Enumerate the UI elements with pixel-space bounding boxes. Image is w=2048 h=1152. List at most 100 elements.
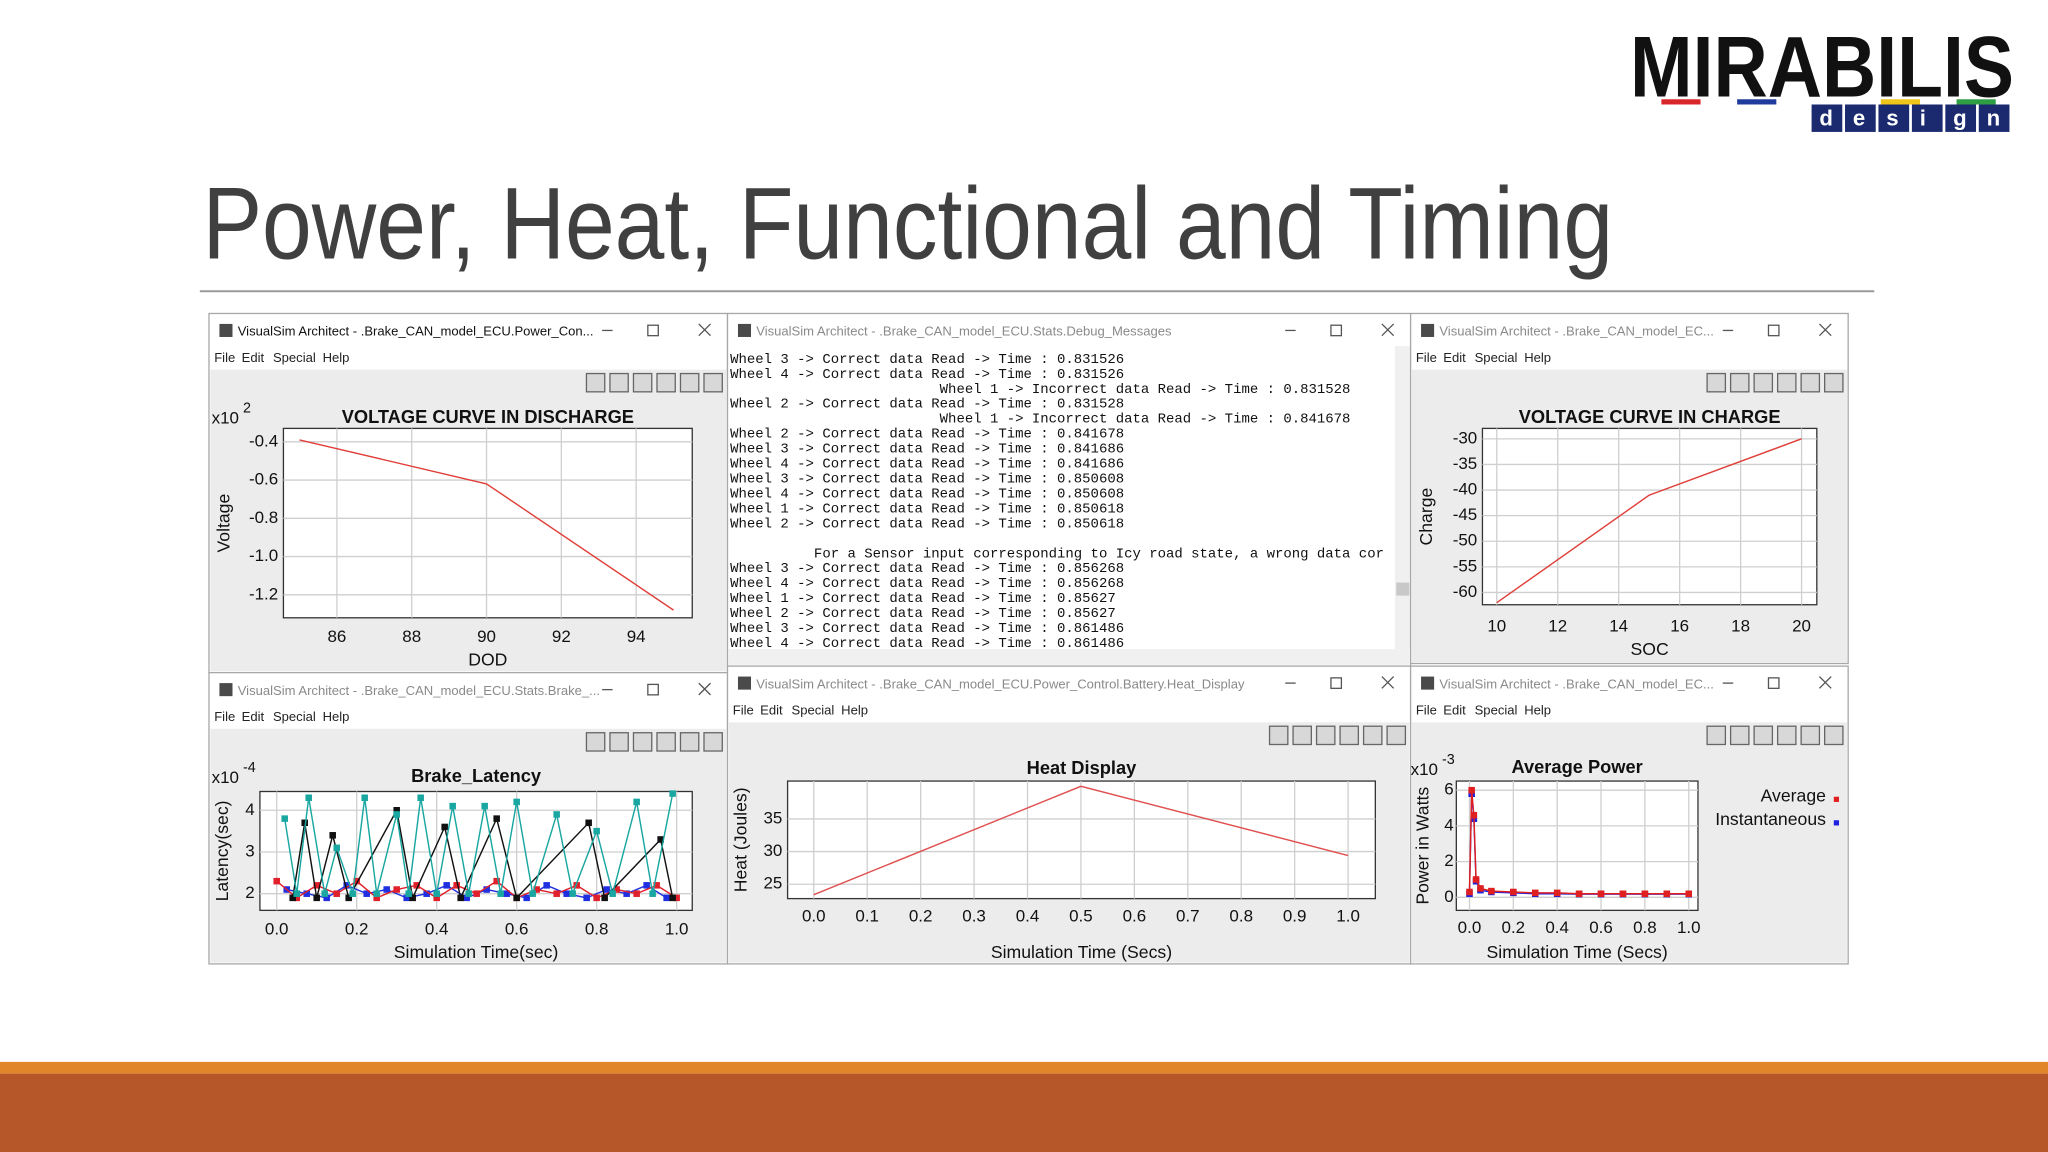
- toolbar-icon: [1706, 372, 1727, 393]
- data-point: [673, 894, 680, 902]
- menu-item: File: [1416, 702, 1437, 717]
- toolbar-icon: [609, 732, 629, 752]
- window-icon: [1421, 323, 1435, 337]
- data-point: [533, 886, 540, 893]
- data-point: [423, 890, 430, 897]
- plot-area: [282, 427, 693, 619]
- console-line: Wheel 4 -> Correct data Read -> Time : 0…: [730, 636, 1124, 652]
- menu-item: Special: [1475, 702, 1518, 717]
- menu-item: Special: [273, 350, 316, 365]
- y-tick-label: 4: [1444, 815, 1453, 834]
- y-axis-label: Heat (Joules): [731, 787, 751, 892]
- x-tick-label: 0.5: [1069, 906, 1093, 925]
- data-point: [393, 807, 400, 814]
- data-point: [513, 894, 520, 902]
- legend-label: Instantaneous: [1715, 809, 1826, 829]
- toolbar-icon: [1386, 725, 1407, 746]
- data-point: [323, 894, 330, 902]
- toolbar-icon: [703, 732, 723, 752]
- data-point: [1597, 890, 1605, 898]
- chart: 86 88 90 92 94 -0.4 -0.6 -0.8 -1.0 -1.2 VOLTAGE CU…: [212, 401, 693, 670]
- x-tick-label: 16: [1670, 616, 1689, 635]
- menu-item: Help: [1524, 350, 1551, 365]
- data-point: [585, 819, 592, 827]
- data-point: [1470, 811, 1478, 819]
- logo-box: [1978, 104, 2010, 132]
- x-axis-label: Simulation Time (Secs): [991, 942, 1172, 962]
- y-tick-label: -55: [1453, 556, 1478, 575]
- chart-title: VOLTAGE CURVE IN CHARGE: [1519, 406, 1781, 427]
- x-tick-label: 10: [1487, 616, 1506, 635]
- x-tick-label: 0.9: [1283, 906, 1307, 925]
- data-point: [443, 882, 450, 889]
- series-line: [1496, 438, 1802, 604]
- toolbar-icon: [1753, 372, 1774, 393]
- data-point: [321, 890, 328, 897]
- x-tick-label: 92: [552, 627, 571, 646]
- footer-stripe: [0, 1061, 2048, 1074]
- data-point: [483, 886, 490, 893]
- x-tick-label: 94: [627, 627, 646, 646]
- data-point: [481, 802, 488, 810]
- toolbar-icon: [1268, 725, 1289, 746]
- y-tick-label: 2: [1444, 851, 1453, 870]
- window-title: VisualSim Architect - .Brake_CAN_model_E…: [238, 324, 594, 339]
- menu-item: Help: [323, 350, 350, 365]
- logo-box: [1811, 104, 1843, 132]
- data-point: [353, 877, 360, 885]
- toolbar-icon: [1753, 725, 1774, 746]
- axis-multiplier-exponent: -4: [243, 760, 256, 776]
- data-point: [669, 790, 676, 797]
- data-point: [503, 890, 510, 897]
- toolbar-icon: [703, 372, 723, 393]
- data-point: [563, 890, 570, 897]
- data-point: [363, 890, 370, 897]
- y-tick-label: -0.4: [249, 431, 278, 450]
- data-point: [453, 882, 460, 889]
- data-point: [349, 890, 356, 897]
- menu-item: File: [214, 350, 235, 365]
- chart-title: VOLTAGE CURVE IN DISCHARGE: [342, 406, 634, 427]
- data-point: [1531, 889, 1539, 897]
- data-point: [609, 890, 616, 897]
- window-title: VisualSim Architect - .Brake_CAN_model_E…: [756, 324, 1172, 339]
- menu-item: Edit: [1443, 350, 1466, 365]
- maximize-button: [1330, 324, 1343, 337]
- data-point: [653, 882, 660, 889]
- menu-item: File: [214, 709, 235, 724]
- data-point: [1510, 888, 1517, 896]
- y-axis-label: Voltage: [213, 494, 233, 553]
- scrollbar-thumb: [1396, 582, 1410, 596]
- x-tick-label: 0.7: [1176, 906, 1200, 925]
- data-point: [649, 890, 656, 897]
- window: VisualSim Architect - .Brake_CAN_model_E…: [726, 665, 1412, 965]
- y-axis-label: Charge: [1416, 487, 1436, 545]
- chart-title: Heat Display: [1027, 757, 1137, 778]
- window: VisualSim Architect - .Brake_CAN_model_E…: [208, 671, 729, 965]
- x-tick-label: 0.6: [1123, 906, 1147, 925]
- y-tick-label: 35: [763, 808, 782, 827]
- data-point: [601, 894, 608, 902]
- footer-band: [0, 1073, 2048, 1152]
- menu-item: File: [733, 702, 754, 717]
- toolbar-icon: [632, 372, 653, 393]
- x-tick-label: 0.2: [1502, 918, 1526, 937]
- chart-title: Average Power: [1511, 756, 1642, 777]
- data-point: [293, 890, 300, 897]
- x-tick-label: 0.6: [505, 919, 529, 938]
- console-line: Wheel 2 -> Correct data Read -> Time : 0…: [730, 516, 1124, 532]
- window: VisualSim Architect - .Brake_CAN_model_E…: [1409, 665, 1849, 965]
- y-tick-label: -30: [1453, 428, 1478, 447]
- x-tick-label: 0.4: [1545, 918, 1569, 937]
- console-line: Wheel 3 -> Correct data Read -> Time : 0…: [730, 442, 1124, 458]
- window-icon: [737, 323, 752, 337]
- x-tick-label: 18: [1731, 616, 1750, 635]
- y-tick-label: -0.6: [249, 470, 278, 489]
- x-tick-label: 0.0: [265, 919, 289, 938]
- y-tick-label: 0: [1444, 887, 1453, 906]
- toolbar-icon: [1823, 725, 1844, 746]
- x-tick-label: 0.0: [802, 906, 826, 925]
- toolbar-icon: [1339, 725, 1360, 746]
- data-point: [273, 877, 280, 885]
